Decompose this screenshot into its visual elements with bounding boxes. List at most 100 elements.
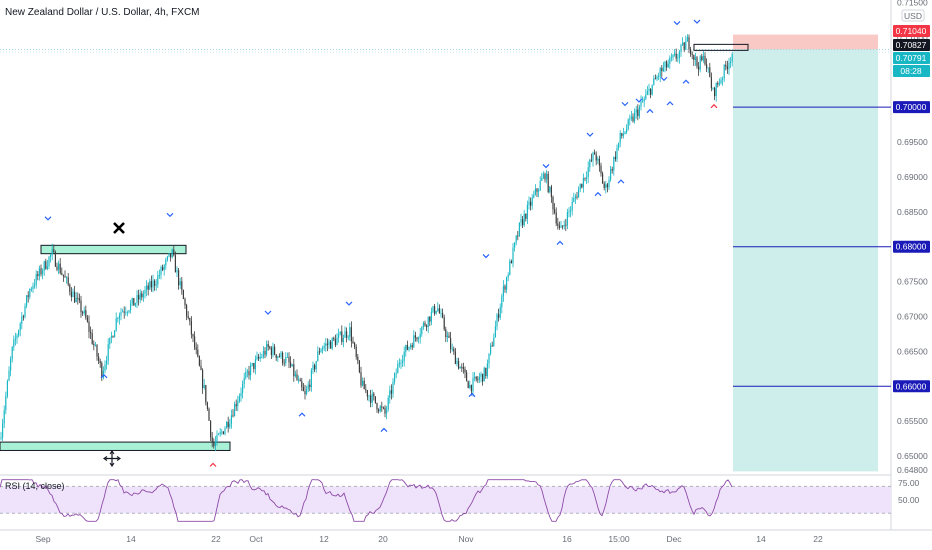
swing-high-marker: [482, 254, 490, 259]
candle-body: [632, 116, 634, 122]
candle-body: [483, 367, 485, 382]
take-profit-zone: [733, 49, 878, 472]
candle-body: [5, 395, 7, 411]
candle-body: [54, 252, 56, 267]
candle-body: [34, 284, 36, 286]
candle-body: [563, 224, 565, 227]
price-tag-label: 0.70791: [896, 53, 927, 63]
zone-layer: [0, 34, 891, 472]
candle-body: [509, 261, 511, 275]
candle-body: [624, 132, 626, 134]
candle-body: [717, 82, 719, 85]
candle-body: [498, 314, 500, 318]
candle-body: [66, 277, 68, 279]
candle-body: [198, 356, 200, 366]
currency-badge-label: USD: [904, 11, 922, 21]
candle-body: [651, 84, 653, 95]
rsi-tick-label: 75.00: [898, 478, 920, 488]
candle-body: [664, 61, 666, 68]
candle-body: [208, 408, 210, 421]
move-icon: [103, 450, 121, 467]
candle-body: [704, 55, 706, 65]
candle-body: [288, 356, 290, 363]
candle-body: [410, 345, 412, 347]
currency-badge: [901, 9, 925, 22]
rsi-tick-label: 50.00: [898, 495, 920, 505]
candle-body: [642, 101, 644, 103]
candle-body: [405, 345, 407, 352]
candle-body: [381, 406, 383, 408]
candle-body: [550, 186, 552, 197]
candle-body: [712, 88, 714, 89]
candle-body: [419, 334, 421, 339]
candle-body: [277, 356, 279, 358]
candle-body: [467, 381, 469, 389]
candle-body: [368, 395, 370, 397]
candle-body: [179, 281, 181, 286]
candle-body: [114, 330, 116, 338]
candle-body: [474, 376, 476, 378]
candle-body: [253, 363, 255, 370]
candle-body: [362, 380, 364, 386]
x-tick-label: 22: [211, 534, 221, 544]
candle-body: [269, 346, 271, 349]
candle-body: [69, 284, 71, 292]
candle-body: [138, 295, 140, 300]
candle-body: [146, 285, 148, 290]
candle-body: [26, 295, 28, 306]
candle-body: [144, 289, 146, 294]
support-zone: [0, 441, 231, 451]
candle-body: [728, 63, 730, 70]
candle-body: [366, 390, 368, 397]
y-tick-label: 0.71500: [897, 0, 928, 8]
candle-body: [670, 57, 672, 59]
candle-body: [610, 169, 612, 180]
candle-body: [226, 421, 228, 429]
candle-body: [78, 298, 80, 301]
candle-body: [398, 363, 400, 365]
x-tick-label: 16: [562, 534, 572, 544]
candle-body: [374, 396, 376, 403]
candle-body: [126, 311, 128, 313]
candle-body: [128, 310, 130, 312]
candle-body: [197, 349, 199, 357]
candle-body: [14, 338, 16, 340]
candle-body: [430, 311, 432, 322]
candle-body: [475, 376, 477, 380]
candle-body: [294, 374, 296, 377]
candle-body: [101, 363, 103, 378]
candle-body: [61, 273, 63, 275]
candle-body: [30, 289, 32, 290]
candle-body: [6, 380, 8, 396]
candle-body: [365, 389, 367, 391]
candle-body: [688, 37, 690, 50]
candle-body: [232, 415, 234, 417]
swing-low-marker: [646, 108, 654, 114]
candle-body: [162, 267, 164, 270]
candle-body: [618, 142, 620, 148]
candle-body: [661, 68, 663, 72]
candle-body: [67, 277, 69, 285]
candle-body: [586, 176, 588, 179]
candle-body: [621, 133, 623, 136]
candle-body: [590, 159, 592, 161]
candle-body: [19, 323, 21, 331]
candle-body: [605, 184, 607, 188]
candle-body: [210, 420, 212, 438]
candle-body: [176, 270, 178, 273]
candle-body: [120, 312, 122, 316]
candle-body: [710, 77, 712, 89]
candle-body: [203, 385, 205, 388]
candle-body: [139, 293, 141, 300]
candle-body: [683, 42, 685, 50]
candle-body: [286, 356, 288, 358]
candle-body: [238, 396, 240, 402]
candle-body: [320, 349, 322, 353]
x-tick-label: 12: [319, 534, 329, 544]
candle-body: [507, 274, 509, 278]
candle-body: [96, 345, 98, 357]
candle-body: [538, 190, 540, 192]
candle-body: [112, 336, 114, 338]
candle-body: [125, 312, 127, 314]
